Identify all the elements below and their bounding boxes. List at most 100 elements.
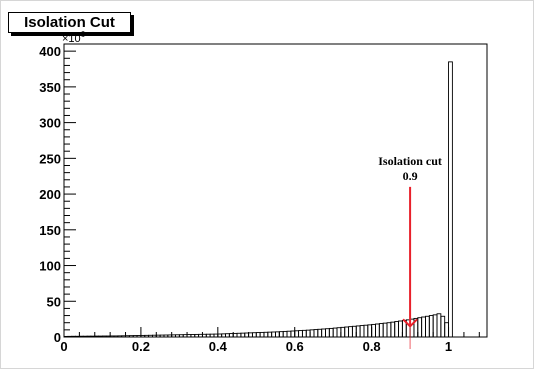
histogram-bin xyxy=(90,335,96,338)
y-exponent-label: ×106 xyxy=(62,30,86,45)
histogram-bin xyxy=(355,325,361,338)
histogram-bin xyxy=(78,335,84,338)
histogram-bin xyxy=(305,329,311,338)
histogram-bin xyxy=(378,323,384,338)
histogram-bin xyxy=(294,330,300,338)
histogram-bin xyxy=(301,329,307,338)
histogram-bin xyxy=(278,331,284,338)
histogram-bin xyxy=(417,317,423,338)
histogram-bin xyxy=(440,315,446,338)
histogram-bin xyxy=(248,332,253,338)
histogram-bin xyxy=(105,335,111,338)
histogram-bin xyxy=(175,334,180,338)
histogram-bin xyxy=(178,334,184,338)
histogram-bin xyxy=(155,334,161,338)
histogram-bin xyxy=(86,335,92,338)
histogram-bin xyxy=(290,330,296,338)
histogram-bin xyxy=(367,324,373,338)
x-tick-label: 0.6 xyxy=(286,339,304,354)
histogram-bin xyxy=(428,315,434,338)
histogram-bin xyxy=(182,334,188,338)
histogram-bin xyxy=(194,333,200,338)
histogram-bin xyxy=(63,335,69,338)
histogram-bin xyxy=(371,323,376,338)
histogram-bin xyxy=(263,331,269,338)
annotation-value: 0.9 xyxy=(403,169,418,183)
histogram-bin xyxy=(148,334,153,338)
histogram-bin xyxy=(117,335,123,338)
histogram-bin xyxy=(348,326,353,338)
histogram-bin xyxy=(325,328,330,338)
y-tick-label: 200 xyxy=(39,187,61,202)
histogram-bin xyxy=(171,334,176,338)
histogram-bin xyxy=(67,335,73,338)
histogram-bin xyxy=(282,330,288,338)
histogram-bin xyxy=(332,327,338,338)
y-tick-label: 400 xyxy=(39,44,61,59)
annotation-label: Isolation cut xyxy=(378,154,442,168)
chart-title: Isolation Cut xyxy=(8,12,131,33)
histogram-bin xyxy=(140,334,146,338)
histogram-bin xyxy=(255,332,261,338)
x-tick-label: 0.4 xyxy=(209,339,228,354)
histogram-bin xyxy=(71,335,76,338)
histogram-bin xyxy=(432,314,438,338)
histogram-bin xyxy=(236,332,242,338)
y-tick-label: 300 xyxy=(39,116,61,131)
x-tick-label: 0 xyxy=(60,339,67,354)
histogram-bin xyxy=(136,335,142,338)
histogram-bin xyxy=(317,328,323,338)
y-tick-label: 50 xyxy=(47,294,61,309)
histogram-bin xyxy=(163,334,169,338)
histogram-bin xyxy=(286,330,292,338)
histogram-bin xyxy=(328,327,334,338)
histogram-bin xyxy=(351,325,357,338)
histogram-bin xyxy=(267,331,273,338)
histogram-bin xyxy=(382,322,388,338)
histogram-bin xyxy=(240,332,246,338)
x-tick-label: 0.8 xyxy=(363,339,381,354)
histogram-bin xyxy=(340,326,346,338)
histogram-bin xyxy=(394,321,400,338)
histogram-bin xyxy=(336,327,342,338)
histogram-bin xyxy=(390,321,396,338)
histogram-bin xyxy=(209,333,215,338)
histogram-bin xyxy=(75,335,80,338)
y-tick-label: 250 xyxy=(39,151,61,166)
histogram-bin xyxy=(344,326,350,338)
histogram-bin xyxy=(386,322,392,338)
y-tick-label: 100 xyxy=(39,259,61,274)
histogram-bin xyxy=(275,331,280,338)
histogram-bin xyxy=(444,322,449,338)
histogram-bin xyxy=(151,334,157,338)
histogram-bin xyxy=(198,333,203,338)
x-tick-label: 0.2 xyxy=(132,339,150,354)
histogram-bin xyxy=(259,331,265,338)
histogram-bin xyxy=(132,335,138,338)
histogram-bin xyxy=(375,323,380,338)
histogram-bin xyxy=(298,330,303,338)
x-tick-label: 1 xyxy=(445,339,452,354)
histogram-bin xyxy=(201,333,207,338)
isolation-cut-annotation: Isolation cut 0.9 xyxy=(378,154,442,349)
histogram-bin xyxy=(167,334,173,338)
histogram-bin xyxy=(313,329,319,338)
histogram-bin xyxy=(113,335,119,338)
y-tick-label: 150 xyxy=(39,223,61,238)
y-exponent-power: 6 xyxy=(81,30,86,39)
histogram-bin xyxy=(421,316,426,338)
histogram-bin xyxy=(436,313,442,338)
histogram-bin xyxy=(228,333,234,338)
histogram-bin xyxy=(128,335,134,338)
histogram-bin xyxy=(359,325,365,338)
histogram-bin xyxy=(398,320,403,338)
y-axis-ticks: 0 50 100 150 200 250 300 350 400 xyxy=(39,44,76,345)
histogram-bin xyxy=(159,334,165,338)
histogram-bin xyxy=(121,335,126,338)
histogram-bin xyxy=(213,333,219,338)
histogram-bin xyxy=(190,334,196,338)
histogram-bin xyxy=(109,335,115,338)
